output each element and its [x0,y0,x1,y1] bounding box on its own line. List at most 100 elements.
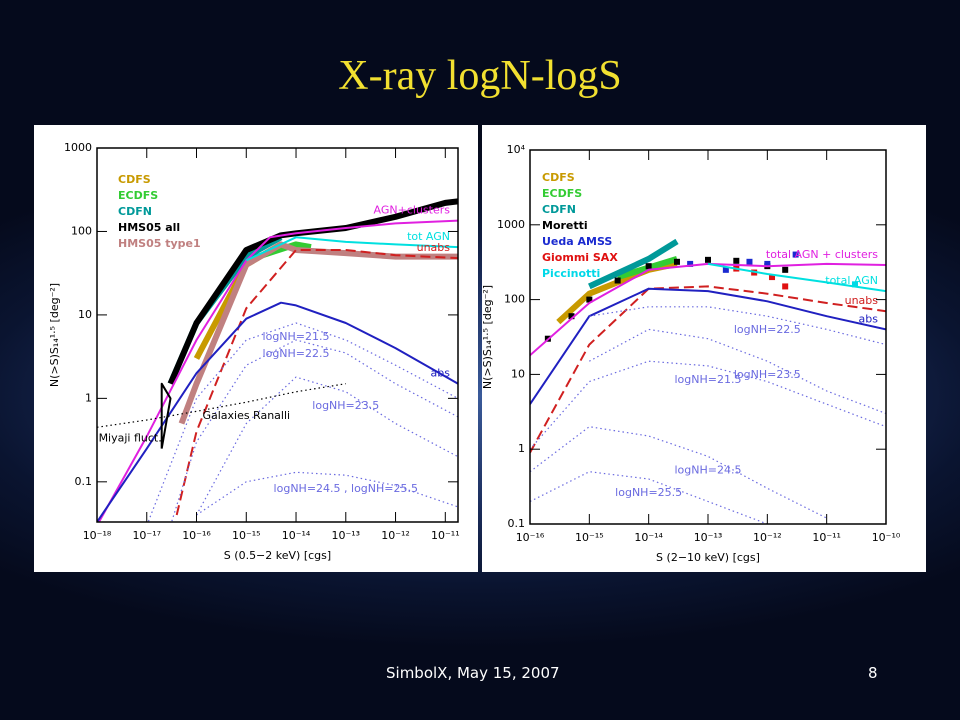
data-point [673,258,680,265]
data-point [782,283,789,290]
footer: SimbolX, May 15, 2007 [386,664,560,682]
legend-entry: ECDFS [542,187,582,200]
legend-entry: HMS05 type1 [118,237,201,250]
y-tick-label: 100 [504,293,525,306]
y-tick-label: 0.1 [508,517,526,530]
series-line [170,339,458,522]
x-tick-label: 10⁻¹⁶ [516,531,545,544]
y-tick-label: 10 [511,367,525,380]
curve-label: unabs [845,294,879,307]
y-axis-label: N(>S)S₁₄¹·⁵ [deg⁻²] [48,283,61,387]
y-tick-label: 1000 [64,141,92,154]
series-line [245,236,458,262]
curve-label: logNH=21.5 [263,330,330,343]
x-axis-label: S (2−10 keV) [cgs] [656,551,760,564]
panel: 10⁻¹⁸ 10⁻¹⁷ 10⁻¹⁶ 10⁻¹⁵ 10⁻¹⁴ 10⁻¹³ 10⁻¹² 10⁻¹¹… [34,125,478,572]
series-line [530,426,827,519]
plot-frame [529,149,887,525]
curve-label: abs [431,367,451,380]
x-tick-label: 10⁻¹⁴ [634,531,663,544]
legend-entry: CDFS [542,171,575,184]
x-tick-label: 10⁻¹³ [331,529,360,542]
legend-entry: Piccinotti [542,267,600,280]
curve-label: abs [859,312,879,325]
series-line [147,322,458,522]
series-line [160,382,172,449]
curve-label: logNH=21.5 [675,373,742,386]
plot-area [97,198,458,522]
data-point [645,263,652,270]
data-point [722,266,729,273]
series-line [707,262,886,293]
series-line [530,360,886,450]
y-tick-label: 1 [518,442,525,455]
series-line [589,306,886,346]
curve-label: total AGN [825,274,878,287]
x-tick-label: 10⁻¹⁵ [575,531,604,544]
curve-label: logNH=23.5 [734,368,801,381]
y-tick-label: 1000 [497,218,525,231]
x-tick-label: 10⁻¹⁰ [872,531,901,544]
x-tick-label: 10⁻¹¹ [431,529,460,542]
x-tick-label: 10⁻¹⁶ [182,529,211,542]
chart-background [482,125,926,572]
curve-label: logNH=24.5 , logNH=25.5 [274,482,418,495]
legend-entry: Ueda AMSS [542,235,612,248]
data-point [764,260,771,267]
legend-entry: Moretti [542,219,588,232]
plot-area [530,238,886,524]
y-tick-label: 100 [71,224,92,237]
legend-entry: HMS05 all [118,221,180,234]
curve-label: total AGN + clusters [766,248,878,261]
curve-label: unabs [417,241,451,254]
x-tick-label: 10⁻¹² [753,531,782,544]
legend-entry: ECDFS [118,189,158,202]
curve-label: Miyaji fluct. [99,432,162,445]
curve-label: logNH=24.5 [675,463,742,476]
data-point [614,277,621,284]
curve-label: Galaxies Ranalli [202,409,290,422]
curve-label: tot AGN [407,230,450,243]
series-line [97,219,458,522]
x-tick-label: 10⁻¹³ [694,531,723,544]
series-line [97,383,346,428]
series-line [196,471,458,516]
plot-frame [96,147,459,523]
data-point [792,251,799,258]
x-tick-label: 10⁻¹⁵ [232,529,261,542]
curve-label: AGN+clusters [374,204,451,217]
x-tick-label: 10⁻¹² [381,529,410,542]
data-point [733,257,740,264]
data-point [586,296,593,303]
x-tick-label: 10⁻¹¹ [812,531,841,544]
data-point [687,260,694,267]
data-point [769,274,776,281]
panel: 10⁻¹⁶ 10⁻¹⁵ 10⁻¹⁴ 10⁻¹³ 10⁻¹² 10⁻¹¹ 10⁻¹⁰10⁴10… [481,125,926,572]
legend-entry: Giommi SAX [542,251,618,264]
series-line [530,471,768,524]
y-tick-label: 10 [78,308,92,321]
data-point [568,313,575,320]
legend-entry: CDFS [118,173,151,186]
series-line [195,376,458,516]
legend-entry: CDFN [118,205,152,218]
curve-label: logNH=22.5 [734,323,801,336]
series-line [97,301,458,522]
slide-title: X-ray logN-logS [338,53,622,99]
y-tick-label: 0.1 [75,475,93,488]
curve-label: logNH=23.5 [312,399,379,412]
data-point [782,266,789,273]
legend-entry: CDFN [542,203,576,216]
series-line [588,238,679,290]
series-line [175,249,458,516]
y-tick-label: 10⁴ [507,143,526,156]
data-point [705,256,711,263]
x-tick-label: 10⁻¹⁴ [282,529,311,542]
y-axis-label: N(>S)S₁₄¹·⁵ [deg⁻²] [481,285,494,389]
x-tick-label: 10⁻¹⁸ [83,529,112,542]
curve-label: logNH=25.5 [615,486,682,499]
x-tick-label: 10⁻¹⁷ [132,529,161,542]
page-number: 8 [868,664,878,682]
